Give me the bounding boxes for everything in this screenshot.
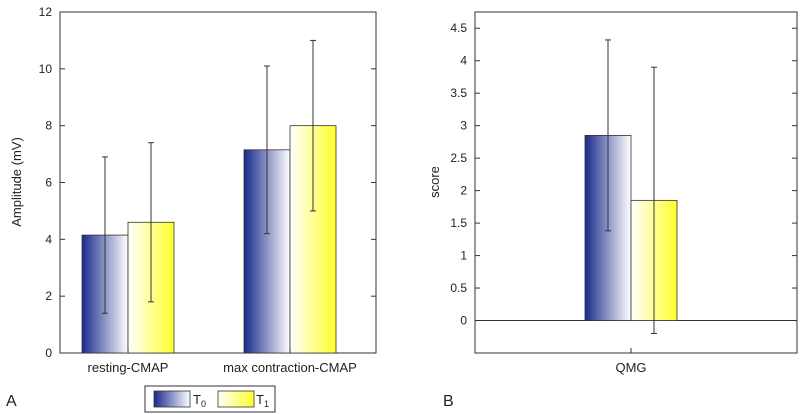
y-tick-label: 0 [460, 314, 467, 328]
y-tick-label: 8 [45, 119, 52, 133]
panel-a-x-labels: resting-CMAP max contraction-CMAP [88, 348, 357, 375]
panel-a-bars [81, 39, 337, 354]
panel-a-y-ticks: 0 2 4 6 8 10 12 [39, 5, 376, 360]
y-tick-label: 0.5 [450, 281, 467, 295]
panel-b-letter: B [443, 393, 454, 410]
legend-label-t1-sub: 1 [264, 399, 269, 409]
legend-label-t0: T0 [193, 392, 206, 409]
y-tick-label: 4 [460, 54, 467, 68]
panel-a-y-axis-label: Amplitude (mV) [9, 137, 24, 227]
y-tick-label: 2 [460, 184, 467, 198]
panel-b-y-ticks: 0 0.5 1 1.5 2 2.5 3 3.5 4 4.5 [450, 21, 797, 328]
y-tick-label: 3.5 [450, 86, 467, 100]
legend-swatch-t0 [153, 390, 191, 408]
panel-b-axes-frame [474, 11, 798, 354]
legend-label-t1-base: T [256, 392, 264, 407]
y-tick-label: 6 [45, 176, 52, 190]
x-tick-label: resting-CMAP [88, 360, 169, 375]
y-tick-label: 4.5 [450, 21, 467, 35]
y-tick-label: 10 [39, 62, 53, 76]
y-tick-label: 12 [39, 5, 53, 19]
y-tick-label: 0 [45, 346, 52, 360]
y-tick-label: 1.5 [450, 216, 467, 230]
legend-label-t1: T1 [256, 392, 269, 409]
y-tick-label: 2 [45, 289, 52, 303]
panel-b-x-labels: QMG [615, 348, 647, 375]
panel-a-letter: A [6, 393, 17, 410]
legend-swatch-t1 [217, 390, 255, 408]
x-tick-label: QMG [615, 360, 646, 375]
y-tick-label: 1 [460, 249, 467, 263]
panel-b: 0 0.5 1 1.5 2 2.5 3 3.5 4 4.5 QMG score B [427, 11, 798, 410]
y-tick-label: 2.5 [450, 151, 467, 165]
y-tick-label: 4 [45, 232, 52, 246]
y-tick-label: 3 [460, 119, 467, 133]
legend: T0 T1 [144, 385, 276, 413]
x-tick-label: max contraction-CMAP [223, 360, 357, 375]
panel-b-bars [584, 39, 678, 335]
legend-label-t0-base: T [193, 392, 201, 407]
panel-b-y-axis-label: score [427, 166, 442, 198]
legend-label-t0-sub: 0 [201, 399, 206, 409]
